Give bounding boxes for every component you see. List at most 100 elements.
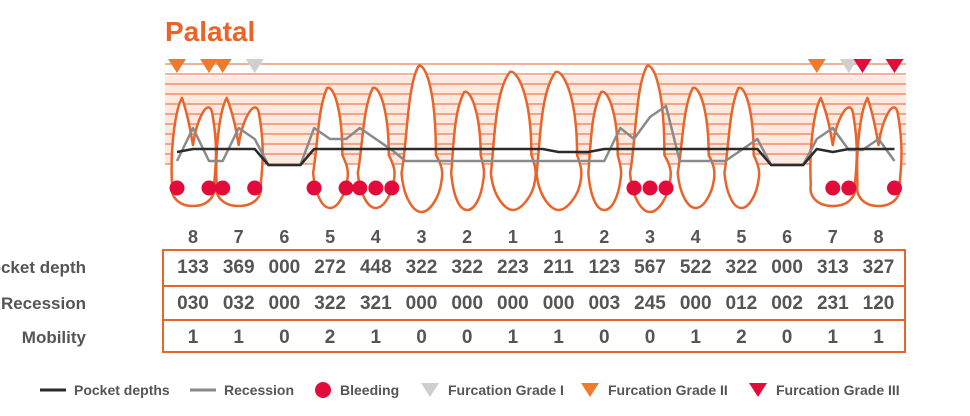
table-cell: 231 (816, 293, 849, 314)
bleeding-dot (887, 180, 902, 196)
furcation-grade-3-icon (749, 383, 767, 397)
furcation-grade-2-icon (581, 383, 599, 397)
table-cell: 1 (873, 327, 884, 348)
legend-label: Bleeding (340, 382, 400, 398)
furcation-marker (853, 59, 872, 73)
table-cell: 322 (314, 293, 346, 314)
table-cell: 000 (771, 257, 803, 278)
pocket-depth-row: Pocket depth 133 369 000 272 448 322 322 223 211… (0, 251, 904, 284)
table-cell: 133 (177, 257, 209, 278)
table-cell: 322 (451, 257, 484, 278)
table-cell: 0 (599, 327, 610, 348)
table-cell: 313 (816, 257, 849, 278)
table-cell: 0 (416, 327, 427, 348)
bleeding-dot (825, 180, 841, 196)
table-cell: 1 (233, 327, 244, 348)
measurement-lines (175, 104, 896, 167)
table-cell: 223 (497, 257, 529, 278)
tooth-number: 4 (690, 227, 701, 247)
tooth (587, 90, 623, 212)
table-cell: 123 (588, 257, 621, 278)
legend-item: Furcation Grade I (420, 378, 564, 402)
tooth (628, 64, 673, 214)
legend-label: Pocket depths (74, 382, 170, 398)
tooth-number: 3 (644, 227, 655, 247)
legend-item: Bleeding (314, 378, 399, 402)
tooth-number: 1 (507, 227, 518, 247)
table-cell: 322 (725, 257, 758, 278)
table-cell: 272 (314, 257, 346, 278)
legend-label: Furcation Grade III (776, 382, 900, 398)
bleeding-dot (306, 180, 322, 196)
tooth-number: 3 (416, 227, 427, 247)
tooth-outline (400, 64, 444, 214)
furcation-markers (168, 59, 904, 73)
page-title: Palatal (165, 16, 256, 47)
table-cell: 000 (268, 293, 301, 314)
tooth-number: 2 (599, 227, 610, 247)
table-cell: 000 (268, 257, 301, 278)
tooth-outline (587, 90, 623, 212)
table-cell: 321 (359, 293, 392, 314)
furcation-marker (213, 59, 232, 73)
table-cell: 000 (405, 293, 438, 314)
table-cell: 327 (862, 257, 895, 278)
tooth-number: 8 (873, 227, 884, 247)
legend-label: Furcation Grade I (448, 382, 564, 398)
tooth-number: 1 (553, 227, 564, 247)
table-cell: 369 (222, 257, 255, 278)
table-cell: 002 (771, 293, 803, 314)
tooth-outline (855, 96, 903, 208)
tooth (855, 96, 903, 208)
tooth-number: 7 (233, 227, 244, 247)
tooth-number-row: 8 7 6 5 4 3 2 1 1 2 3 4 5 6 7 8 (0, 227, 970, 251)
table-cell: 245 (634, 293, 666, 314)
table-cell: 000 (451, 293, 484, 314)
tooth-number: 2 (462, 227, 473, 247)
table-cell: 322 (405, 257, 438, 278)
furcation-marker (807, 59, 826, 73)
measurement-table: Pocket depth 133369000272448322322223211… (0, 249, 906, 353)
tooth (170, 96, 218, 208)
legend: Pocket depths Recession Bleeding Furcati… (40, 378, 940, 402)
furcation-marker (885, 59, 904, 73)
legend-item: Furcation Grade II (580, 378, 728, 402)
legend-item: Recession (190, 378, 294, 402)
furcation-grade-1-icon (421, 383, 439, 397)
table-cell: 000 (497, 293, 529, 314)
bleeding-dot (201, 180, 217, 196)
legend-item: Furcation Grade III (748, 378, 900, 402)
tooth-outline (170, 96, 218, 208)
table-cell: 0 (781, 327, 793, 348)
bleeding-dot-icon (315, 382, 331, 398)
bleeding-dot (368, 180, 384, 196)
table-cell: 000 (542, 293, 575, 314)
table-cell: 030 (177, 293, 209, 314)
tooth-number: 6 (782, 227, 793, 247)
furcation-marker (245, 59, 264, 73)
bleeding-dot (626, 180, 642, 196)
furcation-marker (200, 59, 218, 73)
row-label: Pocket depth (0, 258, 86, 277)
table-cell: 032 (222, 293, 255, 314)
periodontal-chart (165, 59, 906, 214)
chart-background (165, 76, 906, 164)
table-cell: 0 (279, 327, 290, 348)
bleeding-dot (169, 180, 185, 196)
tooth (449, 90, 486, 212)
tooth-outline (628, 64, 673, 214)
furcation-marker (839, 59, 858, 73)
tooth-number: 4 (370, 227, 381, 247)
tooth-number: 5 (325, 227, 336, 247)
tooth-outline (215, 96, 264, 208)
bleeding-dot (352, 180, 368, 196)
bleeding-markers (169, 180, 902, 196)
table-cell: 2 (324, 327, 336, 348)
bleeding-dot (642, 180, 658, 196)
bleeding-dot (841, 180, 857, 196)
tooth-number: 7 (827, 227, 838, 247)
table-cell: 522 (679, 257, 712, 278)
table-cell: 1 (827, 327, 839, 348)
tooth-number: 8 (187, 227, 198, 247)
tooth (400, 64, 444, 214)
